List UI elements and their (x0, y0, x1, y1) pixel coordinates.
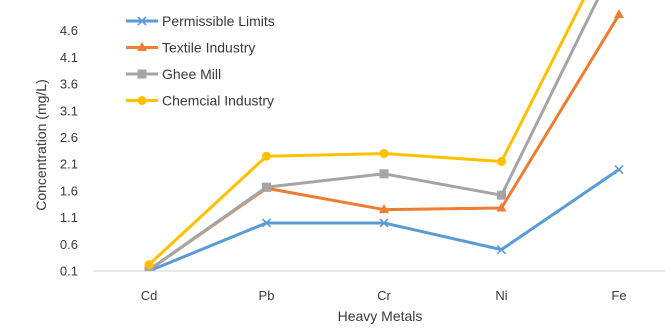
legend-item: Ghee Mill (126, 66, 221, 82)
legend: Permissible Limits Textile Industry Ghee M… (126, 13, 275, 109)
series (144, 164, 624, 271)
legend-label: Ghee Mill (162, 66, 221, 82)
x-tick-label: Cd (141, 288, 158, 303)
data-point-marker (379, 149, 389, 159)
y-axis-ticks: 0.1 0.6 1.1 1.6 2.1 2.6 3.1 3.6 4.1 4.6 (60, 23, 78, 278)
y-axis-title: Concentration (mg/L) (33, 79, 49, 211)
y-tick-label: 1.1 (60, 210, 78, 225)
data-point-marker (262, 151, 271, 161)
y-tick-label: 1.6 (60, 183, 78, 198)
data-point-marker (379, 218, 389, 228)
y-tick-label: 4.6 (60, 23, 78, 38)
data-point-marker (496, 245, 507, 255)
x-axis-ticks: Cd Pb Cr Ni Fe (141, 288, 627, 303)
data-point-marker (614, 164, 624, 175)
legend-item: Textile Industry (126, 40, 255, 56)
y-tick-label: 4.1 (60, 50, 78, 65)
data-point-marker (262, 182, 271, 192)
y-tick-label: 2.6 (60, 130, 78, 145)
legend-item: Permissible Limits (126, 13, 275, 29)
legend-label: Permissible Limits (162, 13, 275, 29)
data-point-marker (497, 190, 506, 200)
x-axis-title: Heavy Metals (338, 308, 423, 324)
y-tick-label: 0.6 (60, 237, 78, 252)
data-point-marker (379, 204, 389, 214)
data-point-marker (137, 69, 147, 79)
x-tick-label: Ni (495, 288, 507, 303)
legend-label: Chemcial Industry (162, 93, 274, 109)
y-tick-label: 0.1 (60, 264, 78, 279)
y-tick-label: 2.1 (60, 157, 78, 172)
series (144, 0, 585, 270)
y-tick-label: 3.1 (60, 103, 78, 118)
data-point-marker (144, 260, 154, 270)
series-layer (144, 0, 624, 271)
data-point-marker (261, 218, 272, 228)
x-tick-label: Cr (377, 288, 391, 303)
data-point-marker (614, 9, 624, 19)
legend-item: Chemcial Industry (126, 93, 274, 109)
data-point-marker (137, 16, 147, 26)
data-point-marker (137, 42, 147, 51)
legend-label: Textile Industry (162, 40, 255, 56)
data-point-marker (496, 202, 507, 212)
x-tick-label: Fe (611, 288, 626, 303)
data-point-marker (379, 169, 389, 179)
data-point-marker (497, 157, 506, 167)
y-tick-label: 3.6 (60, 77, 78, 92)
data-point-marker (137, 96, 147, 105)
x-tick-label: Pb (259, 288, 275, 303)
